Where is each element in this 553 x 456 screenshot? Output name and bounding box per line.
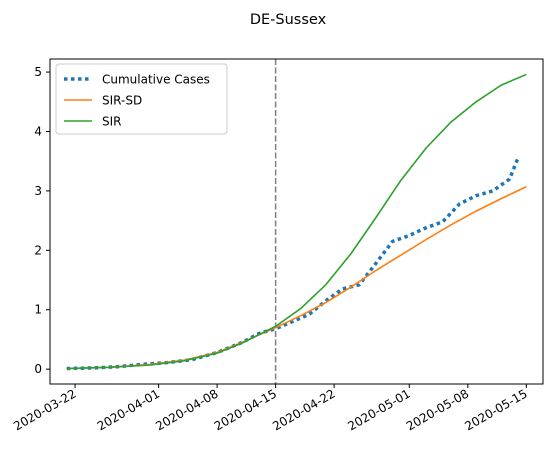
legend-label: SIR-SD [102,94,142,108]
series-line-sir [66,73,527,370]
legend-box [55,63,228,135]
plot-area [66,59,527,384]
y-tick-label: 5 [34,65,42,79]
legend: Cumulative Cases SIR-SD SIR [55,63,228,135]
y-tick-label: 3 [34,184,42,198]
chart-title: DE-Sussex [250,12,327,28]
legend-label: SIR [102,115,122,129]
legend-label: Cumulative Cases [102,73,210,87]
y-tick-label: 1 [34,303,42,317]
y-tick-label: 2 [34,243,42,257]
y-tick-label: 0 [34,362,42,376]
axes-frame [49,58,544,385]
y-tick-label: 4 [34,124,42,138]
